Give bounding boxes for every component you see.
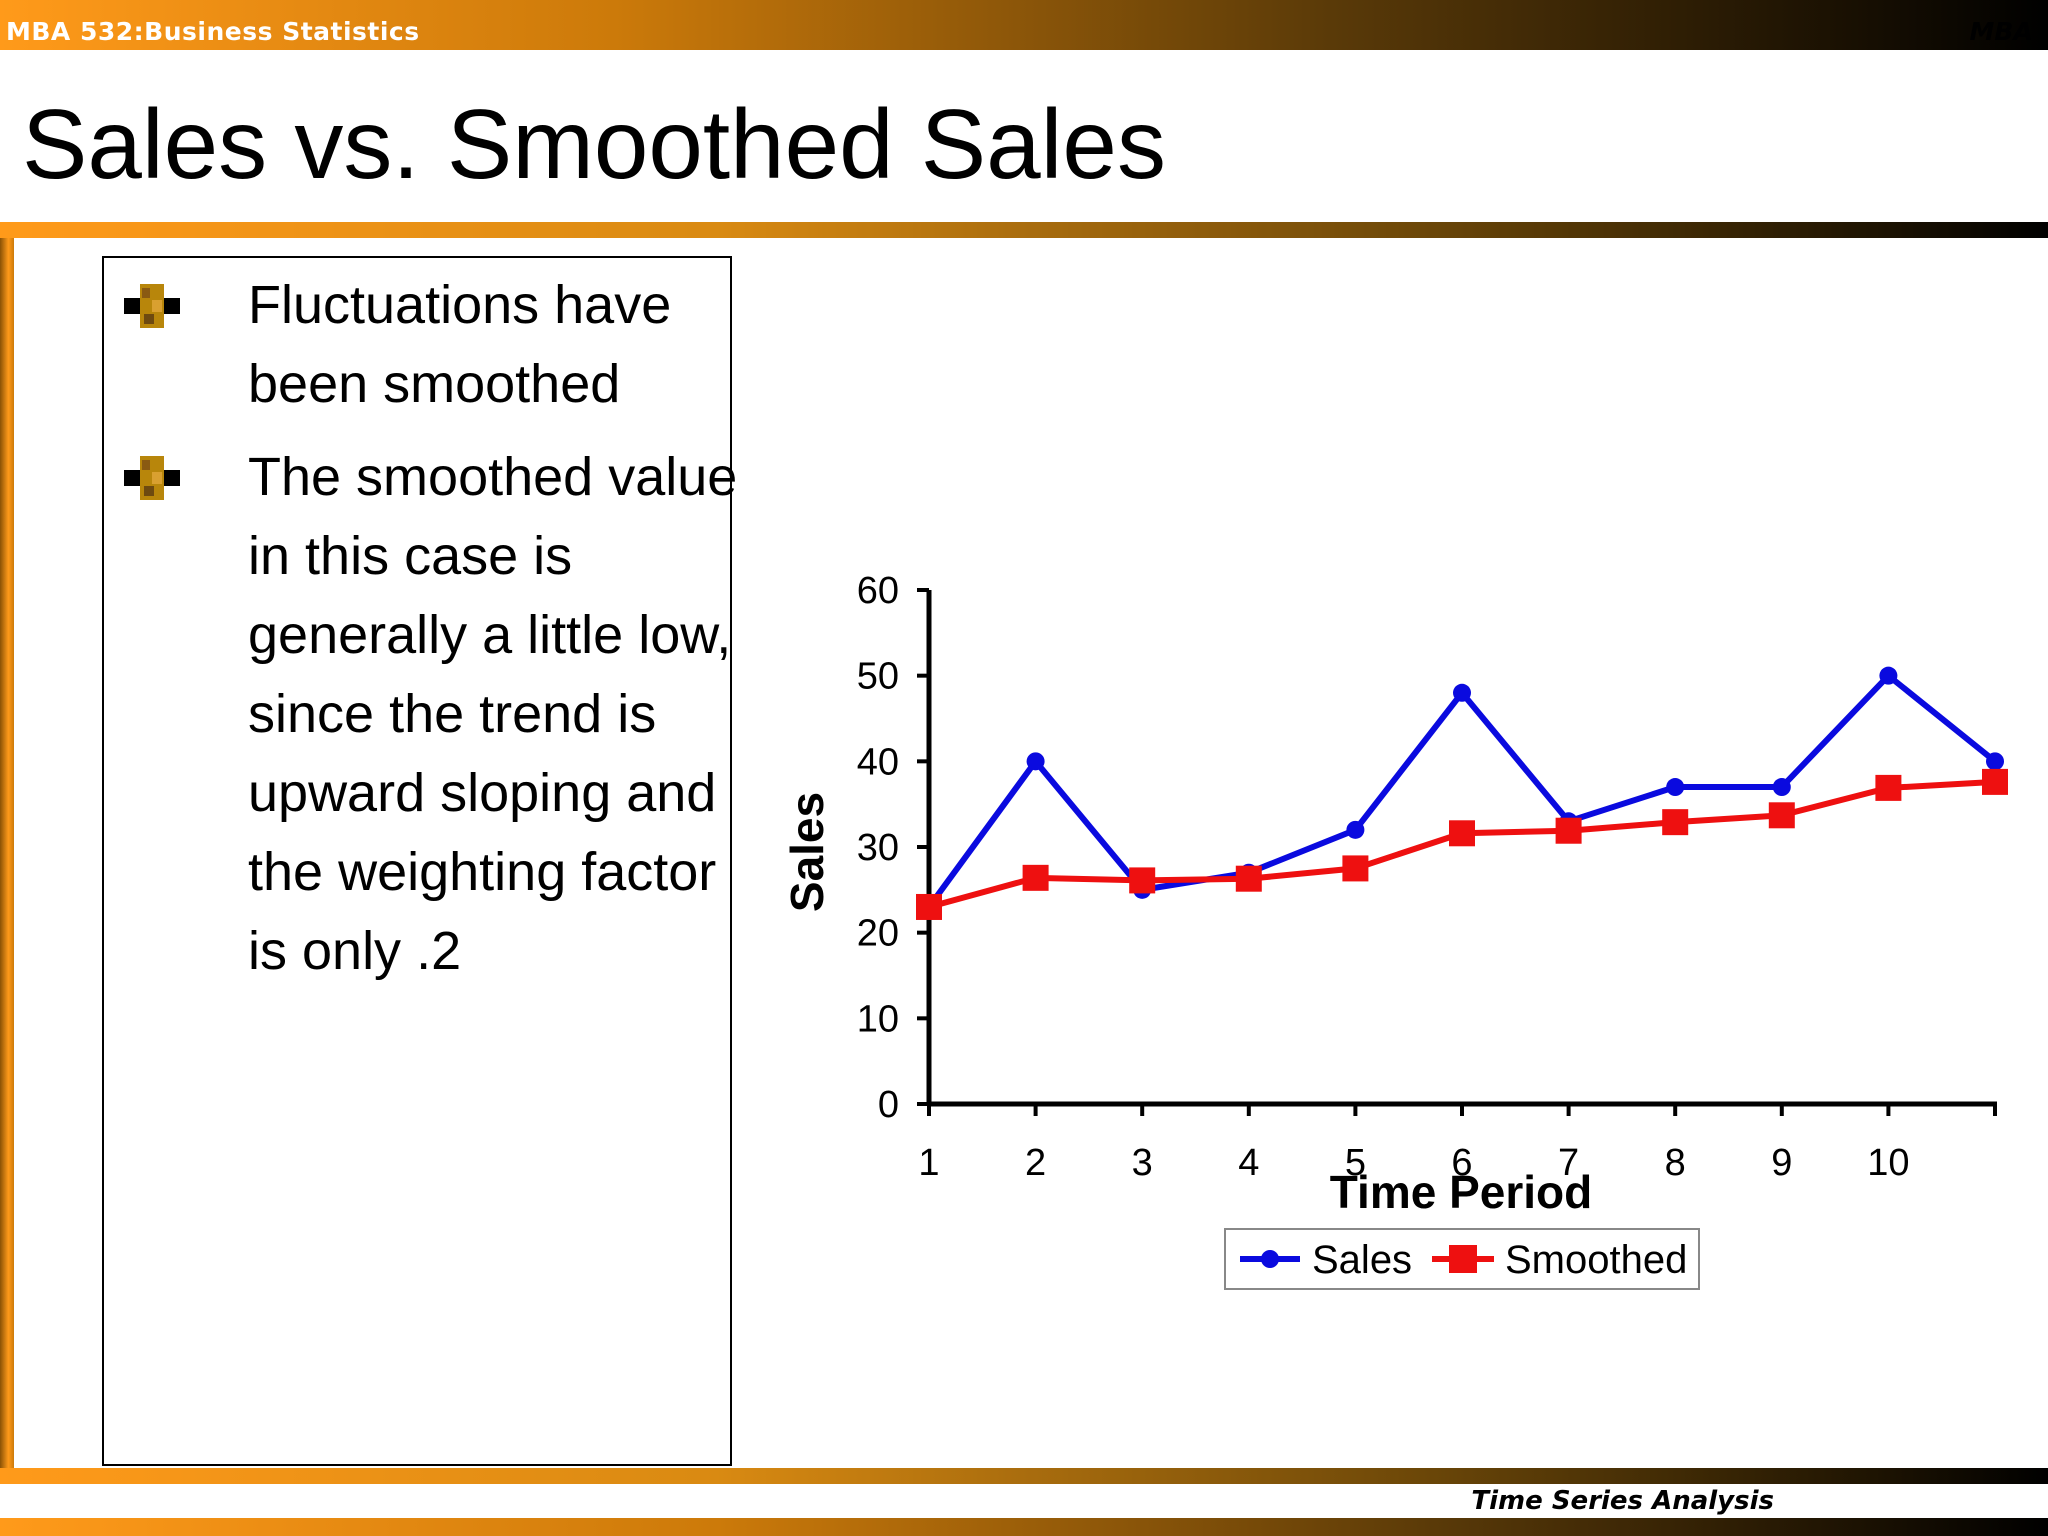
y-tick-label: 0 <box>878 1084 899 1126</box>
header-bar: MBA 532:Business Statistics MBA - 2 <box>0 0 2048 50</box>
bottom-bar <box>0 1518 2048 1536</box>
legend-smoothed-label: Smoothed <box>1505 1238 1687 1282</box>
y-tick-label: 20 <box>857 913 899 955</box>
x-tick-label: 7 <box>1558 1142 1579 1184</box>
y-tick-label: 30 <box>857 827 899 869</box>
sales-point <box>1879 666 1898 685</box>
bullet-text-2: The smoothed value in this case is gener… <box>248 447 738 981</box>
x-tick-label: 5 <box>1345 1142 1366 1184</box>
sales-point <box>1772 778 1791 797</box>
sales-line-chart: 0 10 20 30 40 50 60 1 2 3 4 5 6 7 8 9 10 Time Period Sales… <box>781 570 2008 1290</box>
x-tick-label: 9 <box>1771 1142 1792 1184</box>
smoothed-point <box>1555 817 1582 844</box>
smoothed-point <box>1342 855 1369 882</box>
footer-divider <box>0 1468 2048 1484</box>
smoothed-point <box>1662 809 1689 836</box>
sales-point <box>1986 752 2004 771</box>
y-axis-title: Sales <box>781 792 833 912</box>
sales-point <box>1346 820 1365 839</box>
smoothed-point <box>916 893 942 920</box>
legend-smoothed-swatch-marker <box>1449 1245 1477 1273</box>
x-axis-title: Time Period <box>1330 1166 1592 1218</box>
y-tick-label: 60 <box>857 570 899 612</box>
smoothed-point <box>1022 864 1049 891</box>
sales-point <box>1026 752 1045 771</box>
sales-point <box>1453 683 1471 702</box>
y-tick-label: 40 <box>857 741 899 783</box>
smoothed-point <box>1129 867 1156 894</box>
smoothed-point <box>1768 802 1795 829</box>
bullet-text-1: Fluctuations have been smoothed <box>248 275 672 414</box>
bullet-text-box: Fluctuations have been smoothed The smoo… <box>102 256 737 1466</box>
x-tick-label: 4 <box>1238 1142 1259 1184</box>
bullet-icon <box>124 284 180 328</box>
slide-title: Sales vs. Smoothed Sales <box>22 89 1166 199</box>
x-tick-label: 1 <box>918 1142 939 1184</box>
x-tick-label: 6 <box>1451 1142 1472 1184</box>
smoothed-point <box>1235 865 1262 892</box>
sales-series-line <box>926 671 1997 909</box>
x-tick-label: 3 <box>1132 1142 1153 1184</box>
x-tick-label: 2 <box>1025 1142 1046 1184</box>
x-tick-label: 8 <box>1665 1142 1686 1184</box>
bullet-icon <box>124 456 180 500</box>
course-title: MBA 532:Business Statistics <box>6 17 420 46</box>
sales-point <box>1666 778 1685 797</box>
title-divider <box>0 222 2048 238</box>
legend-sales-swatch-marker <box>1261 1250 1279 1268</box>
smoothed-point <box>1449 820 1475 847</box>
smoothed-point <box>1982 768 2008 795</box>
y-tick-label: 10 <box>857 998 899 1040</box>
smoothed-point <box>1875 774 1902 801</box>
y-tick-label: 50 <box>857 656 899 698</box>
course-title-right: MBA - 2 <box>1969 17 2048 46</box>
left-accent-bar <box>0 238 14 1468</box>
x-tick-label: 10 <box>1867 1142 1909 1184</box>
legend-sales-label: Sales <box>1312 1238 1412 1282</box>
footer-text: Time Series Analysis <box>1471 1486 1774 1516</box>
